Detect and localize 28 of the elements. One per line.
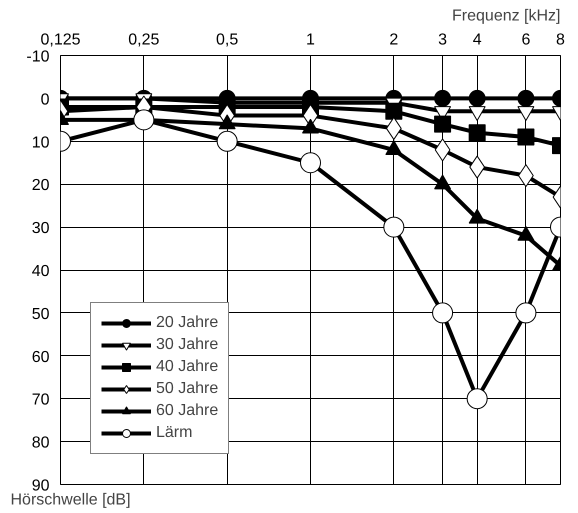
x-tick-label: 6 [521, 32, 530, 48]
legend-label: 40 Jahre [156, 358, 218, 376]
x-tick-label: 4 [472, 32, 482, 48]
y-tick-label: 90 [32, 478, 50, 494]
y-tick-label: 20 [32, 177, 50, 194]
legend-label: 50 Jahre [156, 380, 218, 398]
x-tick-label: 0,25 [128, 32, 160, 48]
x-tick-label: 0,5 [216, 32, 238, 48]
y-tick-label: 60 [32, 348, 50, 366]
y-tick-label: 10 [32, 134, 50, 152]
y-tick-label: 30 [32, 220, 50, 238]
y-tick-label: 0 [40, 91, 50, 108]
legend-label: Lärm [156, 424, 192, 442]
y-tick-label: 40 [32, 263, 50, 280]
x-tick-label: 2 [389, 32, 398, 48]
x-axis-title: Frequenz [kHz] [452, 8, 560, 24]
y-axis-title: Hörschwelle [dB] [10, 492, 131, 508]
x-tick-label: 8 [556, 32, 566, 48]
y-tick-label: -10 [26, 48, 50, 66]
legend-label: 30 Jahre [156, 336, 218, 354]
legend-label: 60 Jahre [156, 402, 218, 420]
x-tick-label: 3 [438, 32, 448, 48]
legend-label: 20 Jahre [156, 314, 218, 332]
y-tick-label: 50 [32, 306, 50, 323]
y-tick-label: 80 [32, 434, 50, 452]
x-tick-label: 1 [306, 32, 316, 48]
y-tick-label: 70 [32, 392, 50, 409]
x-tick-label: 0,125 [40, 32, 81, 48]
